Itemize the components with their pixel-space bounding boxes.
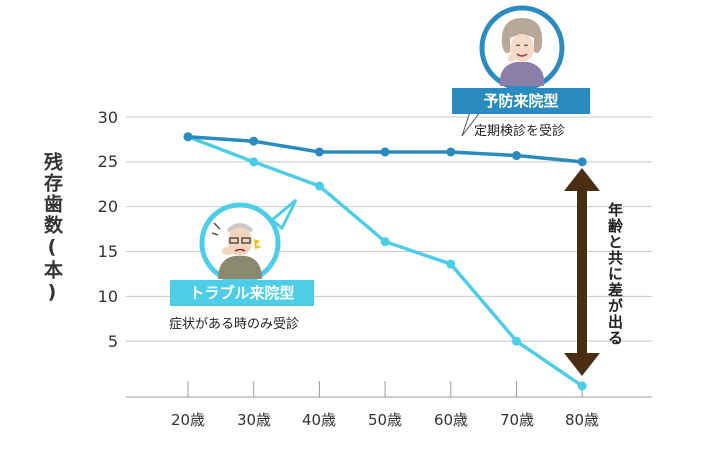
gap-annotation: 年齢と共に差が出る [606,202,624,346]
y-tick-label: 25 [97,152,118,171]
x-tick-label: 80歳 [564,411,600,429]
data-point [249,136,259,146]
data-point [577,157,587,167]
smiling-woman-avatar-icon [479,5,565,91]
callout-tail-2 [269,198,298,231]
x-tick-label: 60歳 [433,411,469,429]
data-point [380,147,390,157]
y-tick-label: 20 [97,197,118,216]
series-group [183,132,587,391]
y-tick-label: 10 [97,287,118,306]
data-point [512,336,521,346]
x-tick-label: 40歳 [301,411,337,429]
data-point [512,151,521,161]
legend-prevent-badge: 予防来院型 [452,88,590,114]
data-point [314,181,324,191]
x-tick-label: 30歳 [236,411,272,429]
x-tick-label: 50歳 [367,411,403,429]
x-tick-label: 20歳 [170,411,206,429]
y-tick-label: 30 [97,108,118,127]
legend-prevent-subtitle: 定期検診を受診 [474,124,566,139]
x-axis [126,381,652,398]
data-point [183,132,193,142]
y-tick-label: 15 [97,242,118,261]
suffering-man-avatar-icon [199,202,281,284]
data-point [249,157,259,167]
y-axis-label: 残存歯数(本) [41,152,63,305]
data-point [380,237,390,247]
legend-trouble-subtitle: 症状がある時のみ受診 [169,317,300,332]
data-point [446,259,456,269]
data-point [446,147,456,157]
data-point [577,381,587,391]
y-tick-label: 5 [107,332,118,351]
data-point [314,147,324,157]
legend-trouble-badge: トラブル来院型 [170,280,314,306]
x-tick-label: 70歳 [499,411,535,429]
gap-arrow [564,168,600,376]
